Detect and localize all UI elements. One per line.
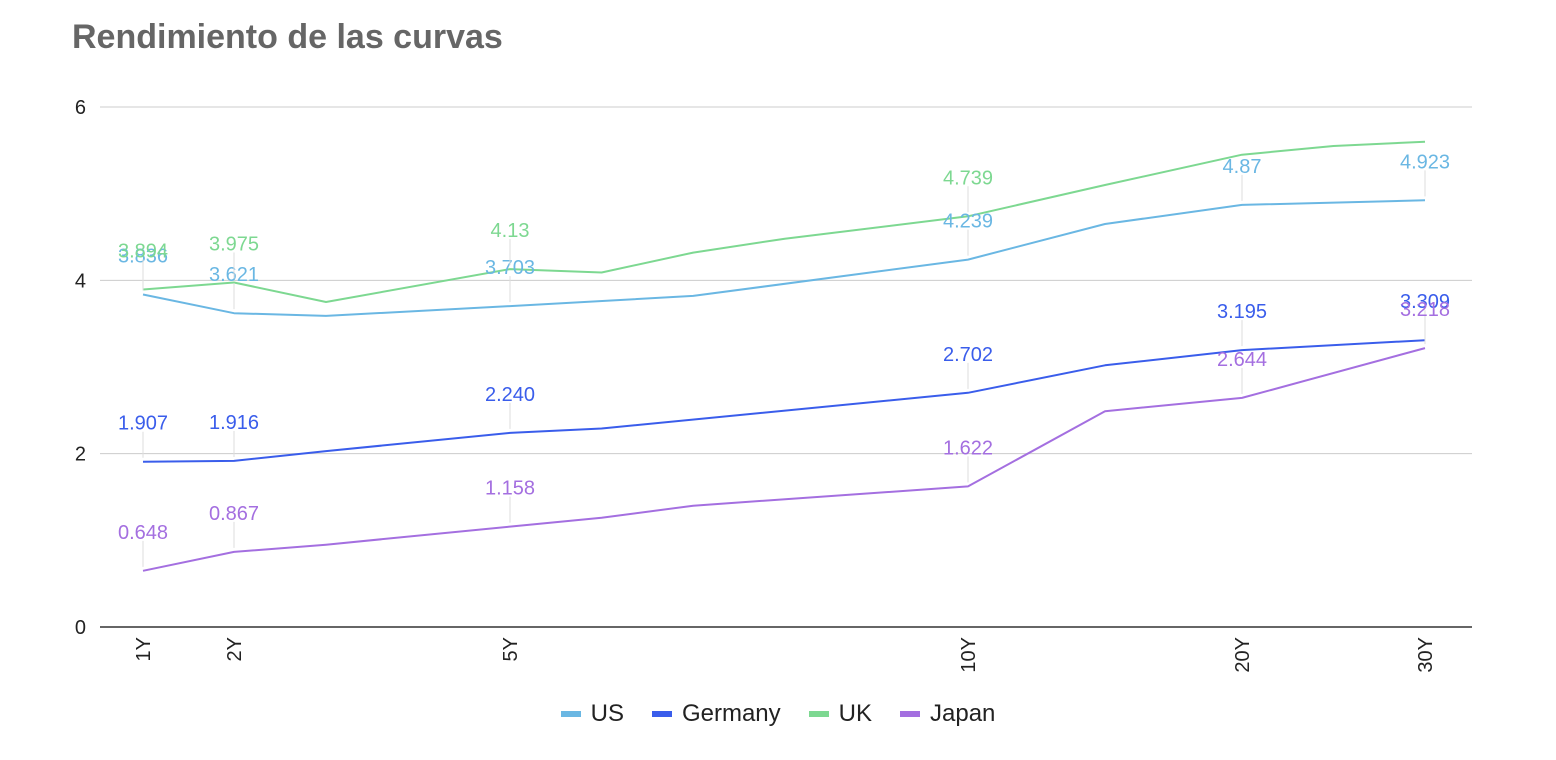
data-label: 1.622 — [943, 437, 993, 459]
x-tick-label: 2Y — [224, 637, 246, 661]
legend-label: Germany — [681, 700, 781, 727]
series-lines — [142, 140, 1426, 572]
legend-item: US — [560, 700, 624, 728]
chart-title: Rendimiento de las curvas — [72, 18, 503, 56]
data-label: 3.703 — [485, 257, 535, 279]
data-label: 1.907 — [118, 413, 168, 435]
data-label: 4.87 — [1223, 156, 1262, 178]
y-tick-label: 4 — [75, 270, 86, 292]
data-label: 2.644 — [1217, 349, 1267, 371]
x-tick-label: 30Y — [1415, 637, 1437, 673]
legend-label: Japan — [930, 700, 996, 727]
legend: US Germany UK Japan — [0, 700, 1556, 728]
legend-label: US — [590, 700, 624, 727]
data-label: 2.702 — [943, 344, 993, 366]
legend-item: Germany — [651, 700, 781, 728]
data-label: 4.239 — [943, 211, 993, 233]
legend-swatch — [651, 711, 672, 717]
data-label: 3.836 — [118, 246, 168, 268]
legend-swatch — [808, 711, 829, 717]
y-axis-ticks: 0 2 4 6 — [75, 97, 86, 639]
x-axis-ticks: 1Y 2Y 5Y 10Y 20Y 30Y — [133, 637, 1437, 673]
data-label: 1.916 — [209, 412, 259, 434]
x-tick-label: 10Y — [958, 637, 980, 673]
x-tick-label: 1Y — [133, 637, 155, 661]
data-label: 1.158 — [485, 478, 535, 500]
legend-item: Japan — [900, 700, 995, 728]
legend-item: UK — [808, 700, 872, 728]
series-line-uk — [142, 140, 1426, 303]
series-line-japan — [142, 347, 1426, 572]
data-label: 2.240 — [485, 384, 535, 406]
data-label: 3.894 — [118, 241, 168, 263]
data-label: 4.923 — [1400, 151, 1450, 173]
y-tick-label: 6 — [75, 97, 86, 119]
data-label: 4.739 — [943, 167, 993, 189]
series-line-germany — [142, 339, 1426, 463]
legend-label: UK — [838, 700, 872, 727]
data-label: 3.195 — [1217, 301, 1267, 323]
data-label: 4.13 — [491, 220, 530, 242]
x-tick-label: 5Y — [500, 637, 522, 661]
gridlines — [100, 106, 1472, 628]
legend-swatch — [900, 711, 920, 717]
y-tick-label: 2 — [75, 444, 86, 466]
x-tick-label: 20Y — [1232, 637, 1254, 673]
series-line-us — [142, 199, 1426, 317]
data-label: 3.309 — [1400, 291, 1450, 313]
data-label: 3.975 — [209, 234, 259, 256]
data-label: 3.218 — [1400, 299, 1450, 321]
data-label: 0.648 — [118, 522, 168, 544]
data-label: 0.867 — [209, 503, 259, 525]
legend-swatch — [560, 711, 581, 717]
y-tick-label: 0 — [75, 617, 86, 639]
